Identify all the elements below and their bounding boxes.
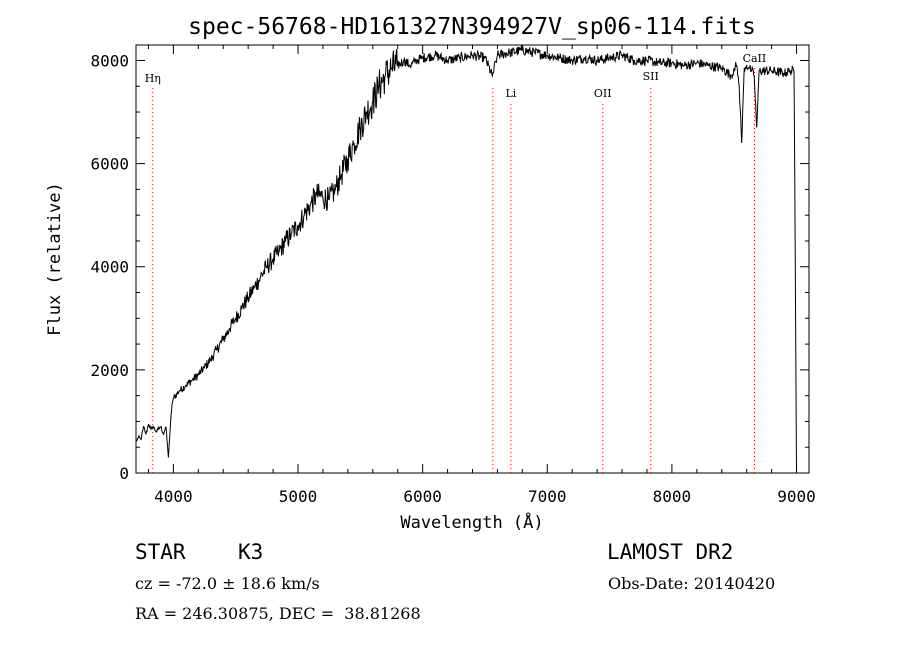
x-tick-label: 6000 [403, 487, 442, 506]
y-tick-label: 6000 [90, 155, 129, 174]
y-axis: 0 2000 4000 6000 8000 [90, 51, 809, 483]
y-tick-label: 4000 [90, 258, 129, 277]
spectral-line-label: SII [643, 70, 659, 83]
y-tick-label: 0 [119, 464, 129, 483]
object-type: STAR [135, 540, 186, 564]
x-tick-label: 5000 [279, 487, 318, 506]
spectral-line-label: Hη [145, 72, 161, 85]
x-tick-label: 7000 [528, 487, 567, 506]
spectrum-chart: spec-56768-HD161327N394927V_sp06-114.fit… [45, 14, 816, 533]
x-tick-label: 9000 [777, 487, 816, 506]
spectrum-line [135, 45, 797, 474]
spectral-lines: Hη Li OII SII CaII [145, 52, 767, 473]
x-axis: 4000 5000 6000 7000 8000 9000 [147, 45, 816, 506]
y-axis-label: Flux (relative) [45, 182, 65, 336]
spectral-line-label: CaII [743, 52, 767, 65]
spectral-line-label: OII [594, 87, 612, 100]
y-tick-label: 8000 [90, 51, 129, 70]
x-tick-label: 4000 [154, 487, 193, 506]
y-tick-label: 2000 [90, 361, 129, 380]
obs-date: Obs-Date: 20140420 [608, 574, 776, 593]
redshift: cz = -72.0 ± 18.6 km/s [135, 574, 320, 593]
chart-title: spec-56768-HD161327N394927V_sp06-114.fit… [188, 14, 756, 40]
x-tick-label: 8000 [653, 487, 692, 506]
coordinates: RA = 246.30875, DEC = 38.81268 [135, 604, 421, 623]
x-axis-label: Wavelength (Å) [400, 511, 543, 533]
subclass: K3 [238, 540, 264, 564]
spectral-line-label: Li [505, 87, 516, 100]
plot-frame [135, 44, 810, 474]
survey-name: LAMOST DR2 [607, 540, 734, 564]
